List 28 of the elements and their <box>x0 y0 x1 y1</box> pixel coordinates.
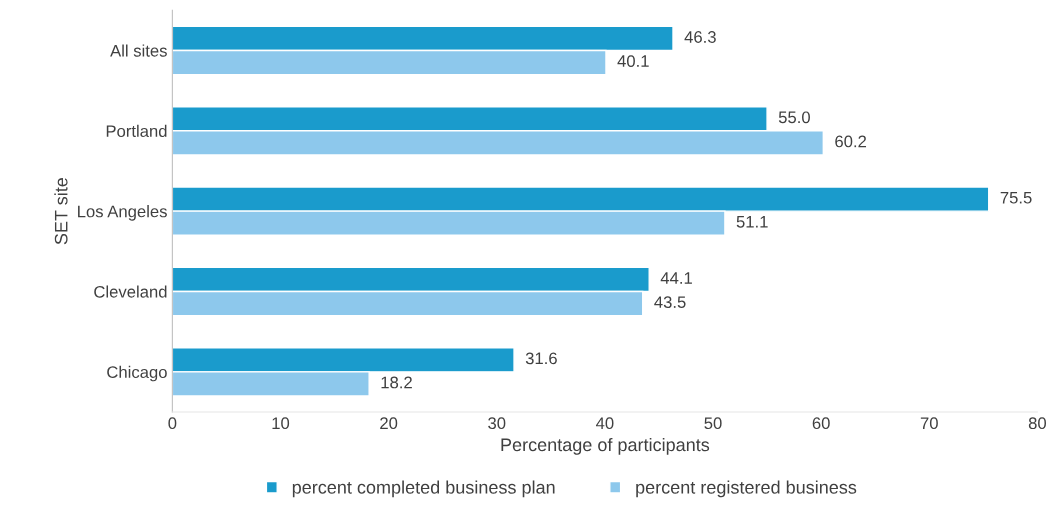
data-label: 46.3 <box>684 31 716 43</box>
x-tick-label: 60 <box>812 417 830 430</box>
data-label: 51.1 <box>736 216 768 228</box>
x-tick-label: 20 <box>380 417 398 430</box>
data-label: 44.1 <box>660 272 692 284</box>
x-tick-label: 0 <box>168 417 177 430</box>
x-tick-label: 70 <box>920 417 938 430</box>
legend-label: percent completed business plan <box>292 480 555 498</box>
y-tick-label: Chicago <box>107 365 167 382</box>
data-label: 60.2 <box>835 135 867 148</box>
x-axis-title: Percentage of participants <box>501 437 710 455</box>
x-tick-label: 40 <box>596 417 614 430</box>
data-label: 31.6 <box>525 352 557 365</box>
legend-label: percent registered business <box>636 480 857 498</box>
data-label: 40.1 <box>617 55 649 67</box>
data-label: 43.5 <box>654 296 686 309</box>
y-tick-label: Cleveland <box>94 285 167 298</box>
x-tick-label: 80 <box>1028 417 1047 430</box>
y-tick-label: Los Angeles <box>78 205 167 221</box>
y-tick-label: All sites <box>110 44 167 57</box>
data-label: 75.5 <box>1000 191 1032 204</box>
data-label: 55.0 <box>778 111 810 124</box>
x-tick-label: 30 <box>488 417 506 430</box>
y-axis-title: SET site <box>54 178 68 245</box>
data-label: 18.2 <box>381 376 412 389</box>
y-tick-label: Portland <box>106 124 167 138</box>
x-tick-label: 50 <box>704 417 722 430</box>
x-tick-label: 10 <box>272 417 290 430</box>
